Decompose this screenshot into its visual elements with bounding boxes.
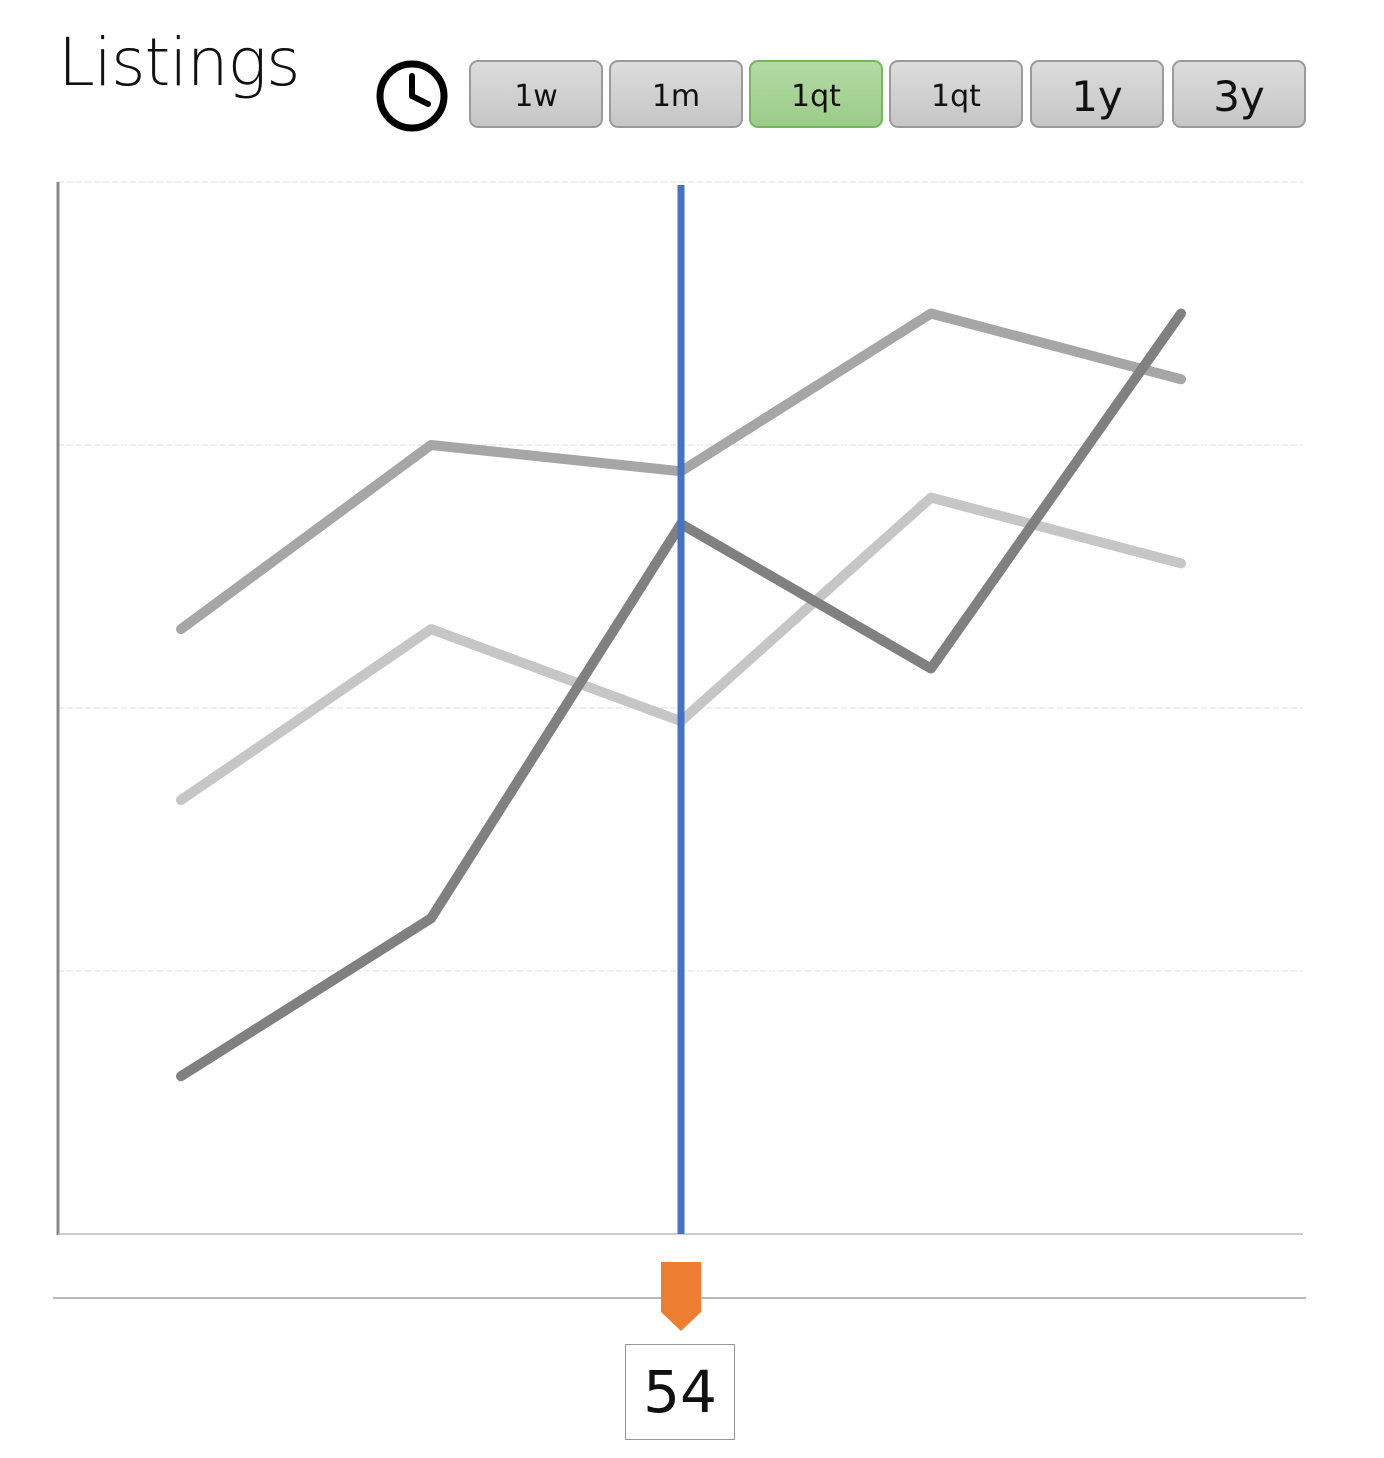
- range-button-1m[interactable]: 1m: [609, 60, 743, 128]
- clock-icon: [376, 60, 448, 132]
- range-button-3y[interactable]: 3y: [1172, 60, 1306, 128]
- page-title: Listings: [58, 24, 301, 101]
- range-button-1y[interactable]: 1y: [1030, 60, 1164, 128]
- range-button-1w[interactable]: 1w: [469, 60, 603, 128]
- slider-marker[interactable]: [661, 1262, 701, 1331]
- range-button-1qt[interactable]: 1qt: [889, 60, 1023, 128]
- slider-value-box: 54: [625, 1344, 735, 1440]
- range-button-1qt-active[interactable]: 1qt: [749, 60, 883, 128]
